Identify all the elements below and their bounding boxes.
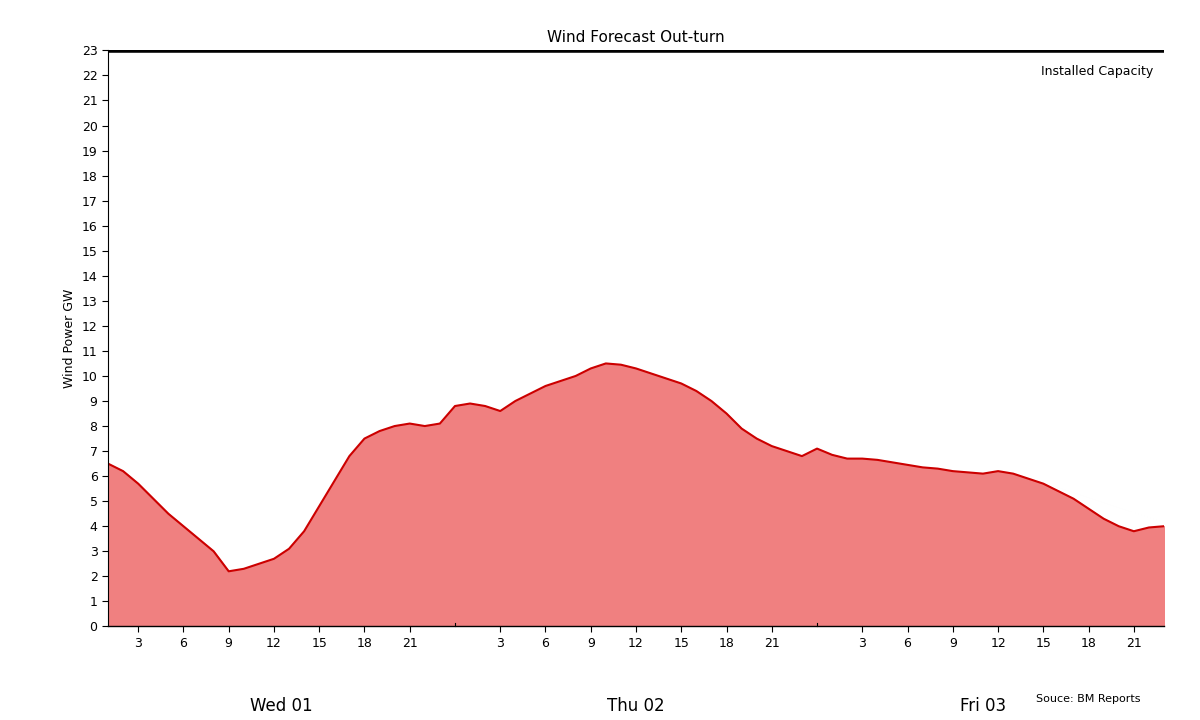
Text: Thu 02: Thu 02 xyxy=(607,696,665,714)
Text: Fri 03: Fri 03 xyxy=(960,696,1006,714)
Title: Wind Forecast Out-turn: Wind Forecast Out-turn xyxy=(547,30,725,45)
Text: Wed 01: Wed 01 xyxy=(250,696,313,714)
Y-axis label: Wind Power GW: Wind Power GW xyxy=(64,289,76,388)
Text: Installed Capacity: Installed Capacity xyxy=(1042,66,1153,78)
Text: Souce: BM Reports: Souce: BM Reports xyxy=(1036,694,1140,704)
